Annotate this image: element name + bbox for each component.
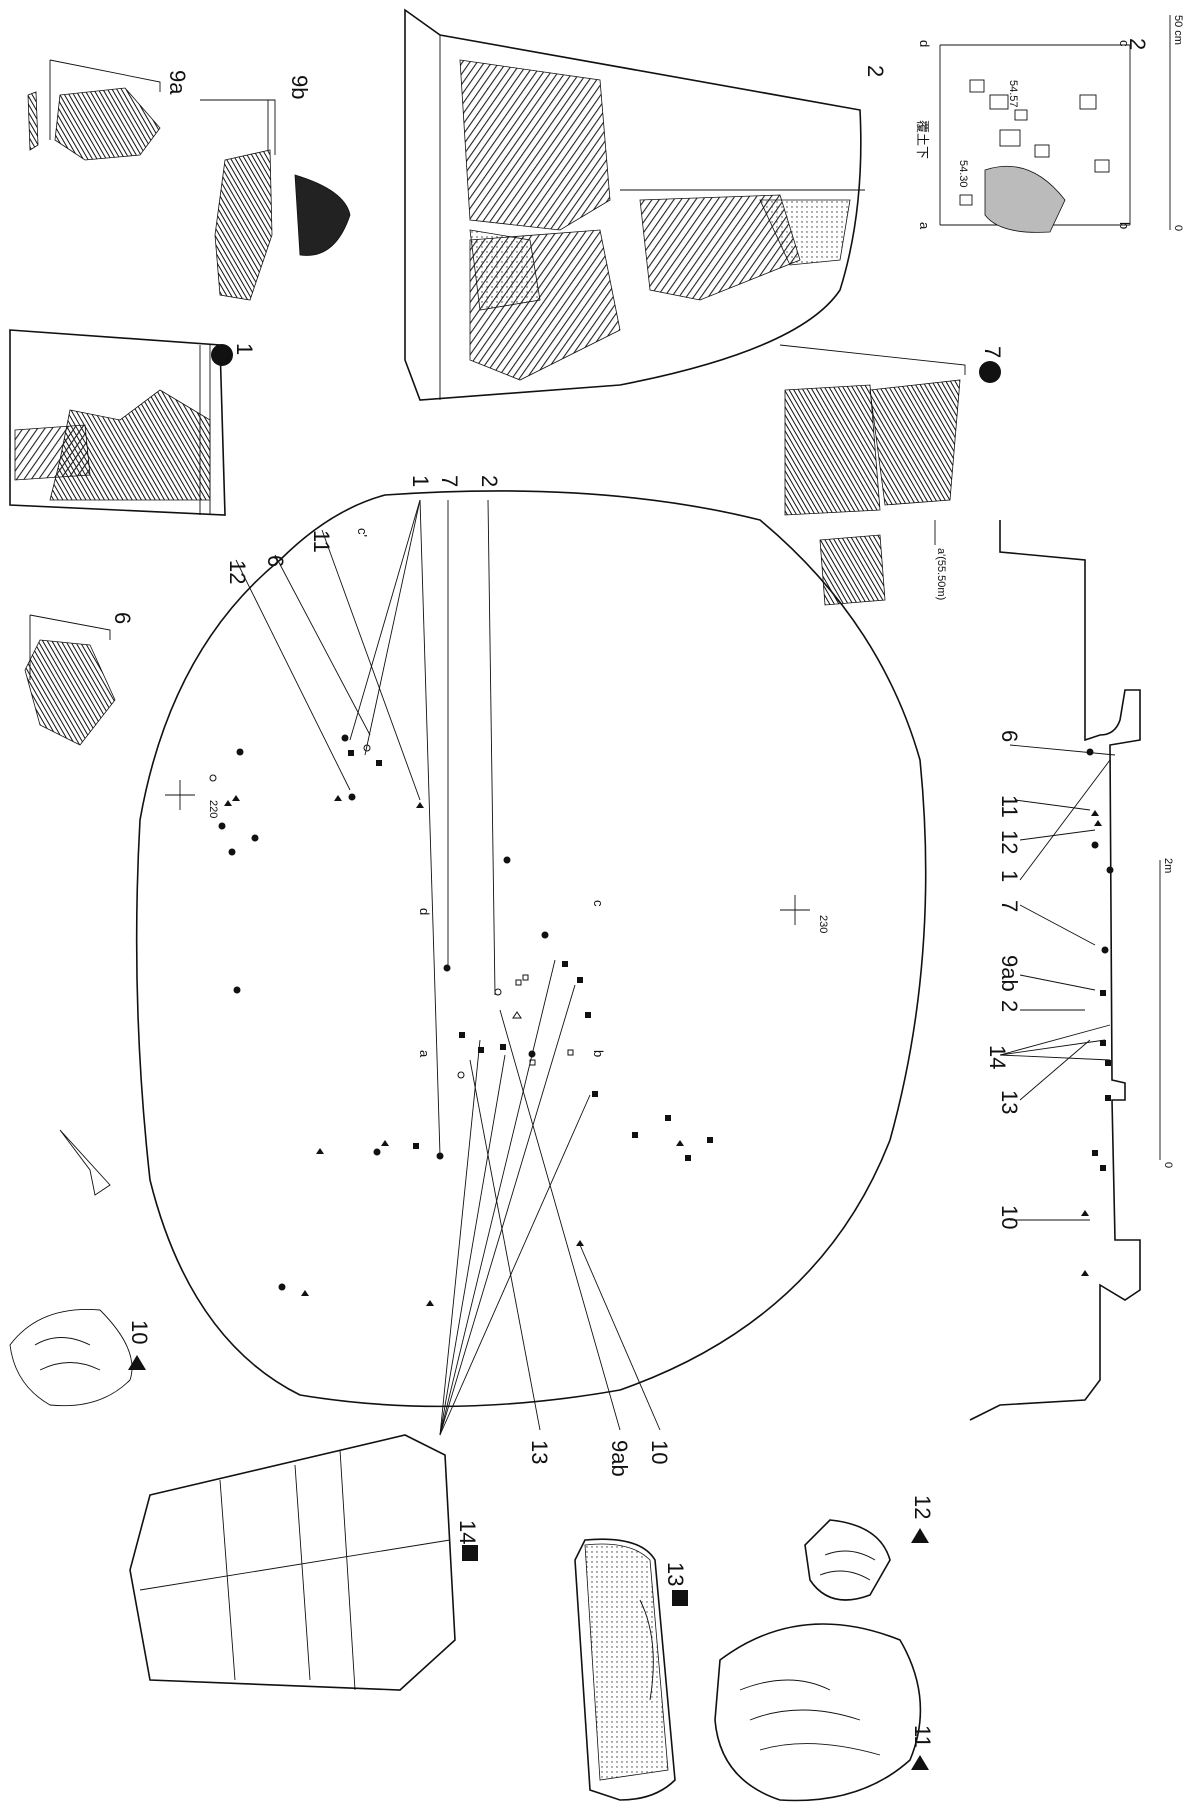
plan-leader-9ab: 9ab xyxy=(607,1440,632,1477)
pit-plan: 220 230 c' d c a b a'(55.50m) xyxy=(59,490,947,1408)
inset-elev-2: 54.57 xyxy=(1007,80,1019,108)
inset-number: 2 xyxy=(1125,38,1150,50)
plan-leader-7: 7 xyxy=(437,475,462,487)
sherd-9b: 9b xyxy=(200,75,351,301)
inset-corner-d: d xyxy=(917,40,932,47)
plan-points xyxy=(209,734,713,1306)
triangle-symbol xyxy=(911,1755,929,1770)
profile-label-10: 10 xyxy=(997,1205,1022,1229)
profile-label-1: 1 xyxy=(997,870,1022,882)
plan-leader-6: 6 xyxy=(263,555,288,567)
profile-label-2: 2 xyxy=(997,1000,1022,1012)
inset-corner-b: b xyxy=(1117,222,1132,229)
inset-scale-50: 50 cm xyxy=(1172,15,1184,45)
section-b: b xyxy=(591,1050,606,1057)
grid-220: 220 xyxy=(207,800,219,818)
pottery-symbol xyxy=(979,361,1001,383)
plan-leader-1: 1 xyxy=(408,475,433,487)
sherd-6: 6 xyxy=(24,612,135,746)
section-a: a xyxy=(417,1050,432,1058)
label-2: 2 xyxy=(863,65,888,77)
plan-leader-11: 11 xyxy=(309,530,334,553)
inset-corner-c: c xyxy=(1117,40,1132,47)
section-a-prime-elev: a'(55.50m) xyxy=(935,548,947,600)
label-9b: 9b xyxy=(287,75,312,99)
label-6: 6 xyxy=(110,612,135,624)
inset-title: 覆土下 xyxy=(915,120,930,159)
triangle-symbol xyxy=(911,1528,929,1543)
square-symbol xyxy=(672,1590,688,1606)
label-1: 1 xyxy=(232,343,257,355)
stone-tool-14: 14 xyxy=(129,1434,480,1691)
profile-label-6: 6 xyxy=(997,730,1022,742)
profile-label-13: 13 xyxy=(997,1090,1022,1114)
profile-label-14: 14 xyxy=(985,1045,1010,1069)
section-c-prime: c' xyxy=(355,528,370,537)
section-c: c xyxy=(591,900,606,907)
inset-elev-1: 54.30 xyxy=(957,160,969,188)
label-14: 14 xyxy=(455,1520,480,1544)
label-11: 11 xyxy=(910,1725,935,1748)
stone-tool-13: 13 xyxy=(574,1538,688,1801)
section-d: d xyxy=(417,908,432,915)
vessel-1: 1 xyxy=(9,329,257,516)
label-9a: 9a xyxy=(165,70,190,95)
plan-leader-2: 2 xyxy=(477,475,502,487)
inset-plan: 覆土下 2 54.30 54.57 a b c d 0 50 cm xyxy=(915,15,1184,233)
profile-label-11: 11 xyxy=(997,795,1022,818)
square-symbol xyxy=(462,1545,478,1561)
stone-tool-10: 10 xyxy=(9,1309,152,1407)
label-10: 10 xyxy=(127,1320,152,1344)
label-7: 7 xyxy=(980,346,1005,358)
stone-tool-12: 12 xyxy=(804,1495,935,1601)
label-12: 12 xyxy=(910,1495,935,1519)
sherd-9a: 9a xyxy=(27,59,190,161)
plan-leader-12: 12 xyxy=(225,560,250,584)
profile-scale-2m: 2m xyxy=(1162,858,1174,873)
vessel-7: 7 xyxy=(779,344,1005,606)
pottery-symbol xyxy=(211,344,233,366)
plan-leaders: 12 6 11 1 7 2 13 9ab 10 xyxy=(225,475,672,1477)
triangle-symbol xyxy=(128,1355,146,1370)
plan-leader-10: 10 xyxy=(647,1440,672,1464)
profile-scale-0: 0 xyxy=(1162,1162,1174,1168)
vessel-2: 2 xyxy=(404,8,888,401)
section-profile: 0 2m 6 11 12 1 7 9ab 2 14 13 10 xyxy=(969,520,1174,1421)
inset-corner-a: a xyxy=(917,222,932,230)
profile-label-7: 7 xyxy=(997,900,1022,912)
label-13: 13 xyxy=(663,1562,688,1586)
grid-230: 230 xyxy=(817,915,829,933)
stone-tool-11: 11 xyxy=(714,1623,935,1802)
profile-label-9ab: 9ab xyxy=(997,955,1022,992)
profile-label-12: 12 xyxy=(997,830,1022,854)
inset-scale-0: 0 xyxy=(1172,225,1184,231)
plan-leader-13: 13 xyxy=(527,1440,552,1464)
